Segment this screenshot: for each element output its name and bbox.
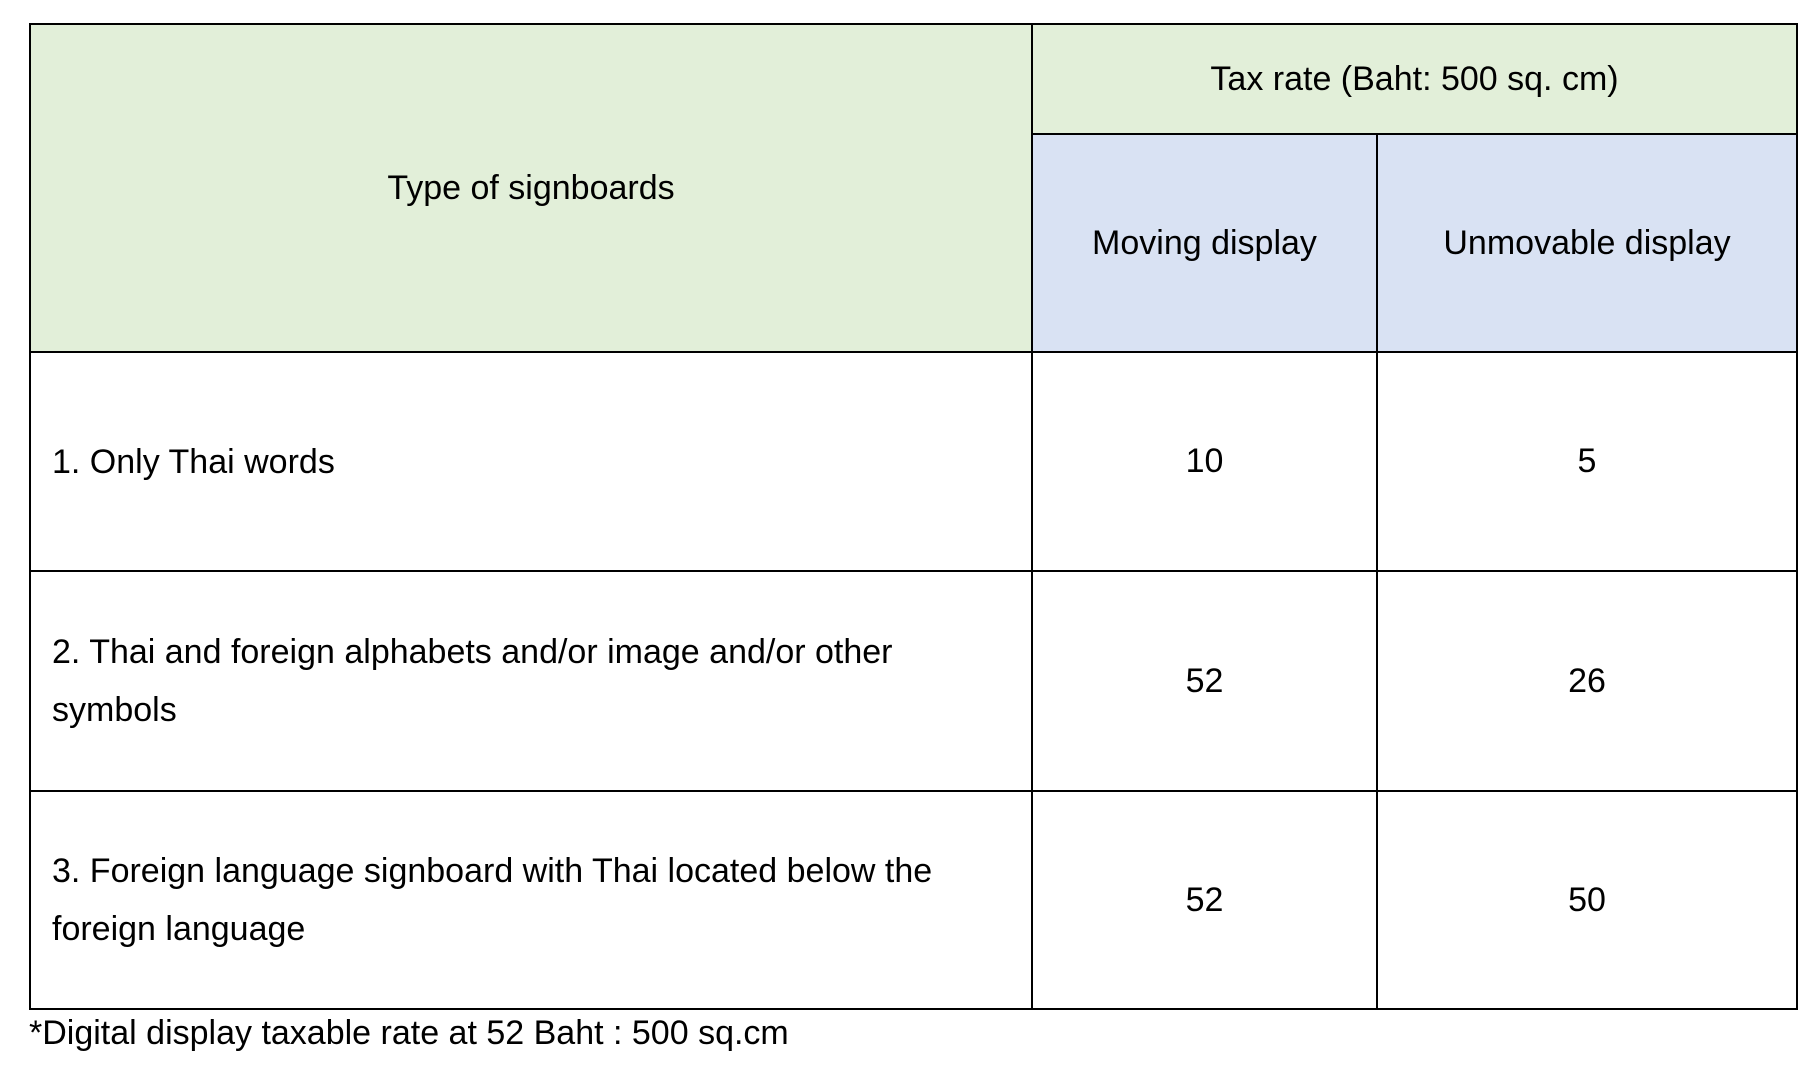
table-row: 3. Foreign language signboard with Thai …	[29, 790, 1799, 1010]
footnote: *Digital display taxable rate at 52 Baht…	[29, 1014, 789, 1052]
row-moving-rate: 10	[1031, 351, 1378, 572]
row-moving-rate: 52	[1031, 570, 1378, 792]
header-type-of-signboards: Type of signboards	[29, 23, 1033, 353]
row-type: 1. Only Thai words	[29, 351, 1033, 572]
row-unmovable-rate: 50	[1375, 790, 1799, 1010]
header-unmovable-display: Unmovable display	[1375, 133, 1799, 353]
header-moving-display: Moving display	[1031, 133, 1378, 353]
signboard-tax-table: Type of signboards Tax rate (Baht: 500 s…	[29, 23, 1799, 1010]
row-unmovable-rate: 5	[1375, 351, 1799, 572]
header-tax-rate: Tax rate (Baht: 500 sq. cm)	[1030, 23, 1799, 135]
row-unmovable-rate: 26	[1375, 570, 1799, 792]
row-type: 2. Thai and foreign alphabets and/or ima…	[29, 570, 1033, 792]
row-type: 3. Foreign language signboard with Thai …	[29, 790, 1033, 1010]
table-row: 1. Only Thai words 10 5	[29, 351, 1799, 572]
table-row: 2. Thai and foreign alphabets and/or ima…	[29, 570, 1799, 792]
row-moving-rate: 52	[1031, 790, 1378, 1010]
